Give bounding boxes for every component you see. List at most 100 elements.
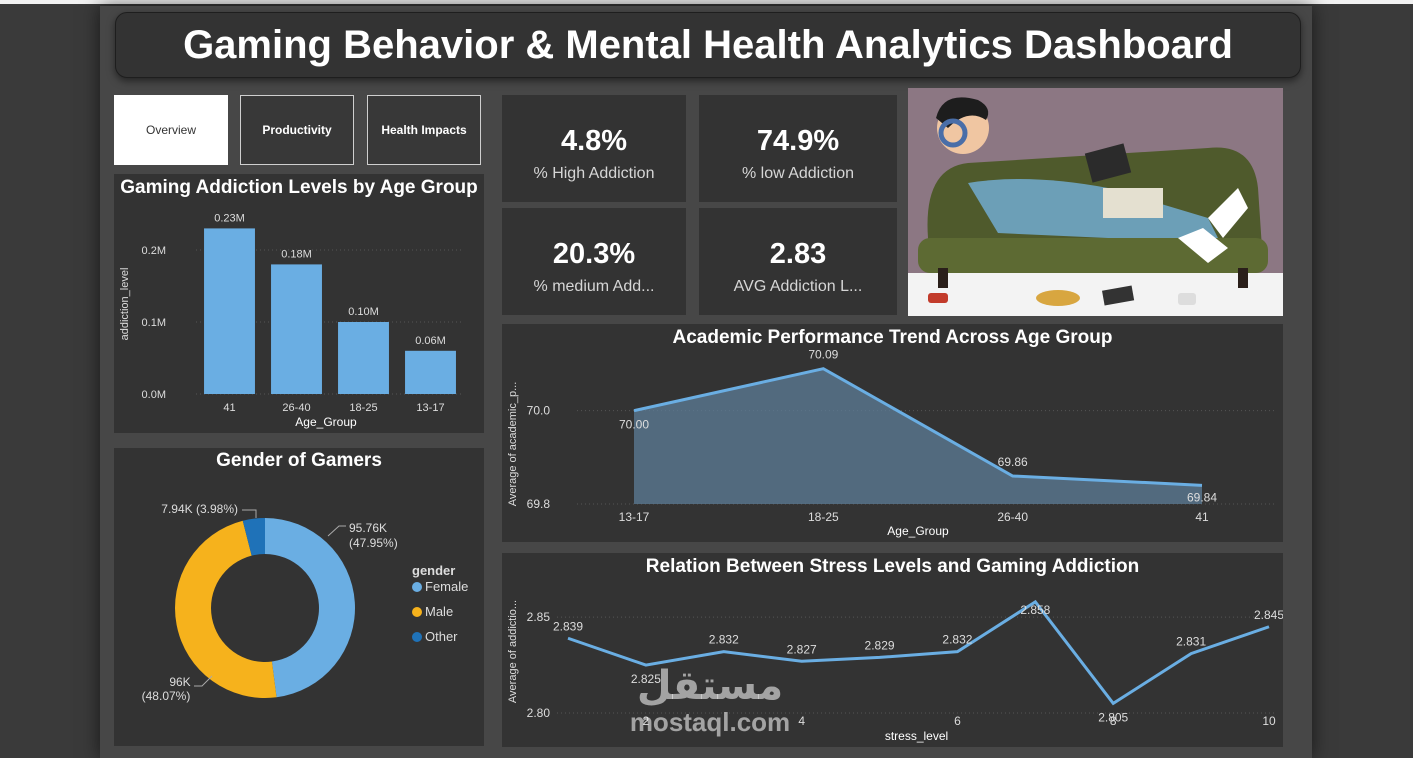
area-y-tick-label: 70.0 [527,404,551,418]
line-data-label: 2.829 [865,638,895,652]
kpi-label: % medium Add... [533,278,655,295]
bar-26-40 [271,264,322,394]
area-x-axis-title: Age_Group [887,524,949,538]
line-x-tick-label: 2 [643,714,650,728]
area-x-tick-label: 26-40 [997,510,1028,524]
area-line [633,367,1203,487]
bar-x-tick-label: 13-17 [416,402,444,414]
donut-legend-item: Male [425,604,453,619]
kpi-value: 74.9% [756,125,840,157]
donut-slice-male [174,520,277,698]
academic-trend-panel: Academic Performance Trend Across Age Gr… [502,324,1283,542]
kpi-label: % High Addiction [533,165,655,182]
area-data-label: 69.86 [998,455,1028,469]
bar-13-17 [405,350,456,394]
bar-x-axis-title: Age_Group [295,415,357,429]
donut-slice-other [242,518,265,556]
mostaql-watermark: مستقل mostaql.com [620,665,800,745]
tab-overview[interactable]: Overview [114,95,228,165]
kpi-value: 4.8% [560,125,628,157]
top-strip [0,0,1413,4]
watermark-latin: mostaql.com [629,707,791,737]
donut-label-female-pct: (47.95%) [349,536,398,550]
donut-label-male-value: 96K [169,675,190,689]
line-data-label: 2.805 [1098,710,1128,724]
area-y-tick-label: 69.8 [527,497,551,511]
addiction-by-age-panel: Gaming Addiction Levels by Age Group 0.0… [114,174,484,433]
bar-data-label: 0.06M [415,335,446,347]
area-y-axis-title: Average of academic_p... [507,382,519,507]
gender-panel: Gender of Gamers 95.76K (47.95%) 96K (48.07… [114,448,484,746]
bar-chart-title: Gaming Addiction Levels by Age Group [120,177,478,198]
bar-y-tick-label: 0.2M [142,245,166,257]
donut-leader-female [327,525,346,537]
area-x-tick-label: 13-17 [619,510,650,524]
dashboard-title: Gaming Behavior & Mental Health Analytic… [115,12,1301,78]
kpi-avg-addiction-level: 2.83 AVG Addiction L... [699,208,897,315]
stress-relation-panel: Relation Between Stress Levels and Gamin… [502,553,1283,747]
area-x-tick-label: 41 [1195,510,1209,524]
area-fill [634,368,1202,504]
area-data-label: 70.00 [619,418,649,432]
bar-x-tick-label: 18-25 [349,402,377,414]
donut-label-other: 7.94K (3.98%) [161,502,238,516]
stress-line [567,599,1270,706]
line-data-label: 2.839 [553,619,583,633]
donut-slice-female [265,518,356,698]
kpi-value: 20.3% [552,238,636,270]
donut-label-male-pct: (48.07%) [142,689,191,703]
area-chart-title: Academic Performance Trend Across Age Gr… [672,327,1113,348]
line-data-label: 2.858 [1020,603,1050,617]
bar-18-25 [338,322,389,394]
line-x-tick-label: 10 [1262,714,1276,728]
kpi-low-addiction: 74.9% % low Addiction [699,95,897,202]
tab-health-impacts[interactable]: Health Impacts [367,95,481,165]
donut-leader-male [194,675,213,687]
line-y-tick-label: 2.80 [527,706,551,720]
line-chart-title: Relation Between Stress Levels and Gamin… [645,556,1140,577]
line-data-label: 2.827 [787,642,817,656]
kpi-medium-addiction: 20.3% % medium Add... [502,208,686,315]
donut-legend-item: Female [425,579,468,594]
donut-legend-title: gender [412,563,455,578]
donut-legend-marker [412,582,422,592]
bar-data-label: 0.23M [214,212,245,224]
line-x-tick-label: 4 [798,714,805,728]
bar-data-label: 0.10M [348,306,379,318]
bar-41 [204,228,255,394]
kpi-label: % low Addiction [741,165,855,182]
line-data-label: 2.825 [631,672,661,686]
donut-legend-marker [412,632,422,642]
area-data-label: 69.84 [1187,490,1217,504]
gamer-on-couch-illustration [908,88,1283,316]
kpi-high-addiction: 4.8% % High Addiction [502,95,686,202]
donut-legend-marker [412,607,422,617]
bar-data-label: 0.18M [281,248,312,260]
tab-productivity[interactable]: Productivity [240,95,354,165]
bar-y-tick-label: 0.0M [142,389,166,401]
kpi-value: 2.83 [769,238,827,270]
line-x-tick-label: 6 [954,714,961,728]
bar-y-axis-title: addiction_level [119,268,131,341]
donut-legend-item: Other [425,629,458,644]
bar-chart: 0.0M 0.1M 0.2M 0.23M 41 0.18M 26-40 0.10M 18-25 0… [119,212,464,429]
donut-leader-other [242,509,257,518]
bar-x-tick-label: 41 [223,402,235,414]
line-data-label: 2.832 [709,633,739,647]
donut-label-female-value: 95.76K [349,521,387,535]
line-y-axis-title: Average of addictio... [507,600,519,703]
gamer-illustration [908,88,1283,316]
line-x-axis-title: stress_level [885,729,948,743]
line-y-tick-label: 2.85 [527,610,551,624]
donut-chart-title: Gender of Gamers [216,450,382,471]
watermark-arabic: مستقل [636,664,784,708]
kpi-label: AVG Addiction L... [733,278,863,295]
line-chart: 2.80 2.852.839 2.825 2.832 2.827 2.829 2.832 2.… [507,599,1283,743]
line-data-label: 2.845 [1254,608,1283,622]
line-x-tick-label: 8 [1110,714,1117,728]
bar-x-tick-label: 26-40 [282,402,310,414]
donut-chart: 95.76K(47.95%) 96K(48.07%) 7.94K (3.98%) ge… [142,502,469,703]
area-chart: 69.8 70.0 70.00 13-17 70.09 18-25 69.86 26-40 69… [507,348,1277,538]
bar-y-tick-label: 0.1M [142,317,166,329]
area-x-tick-label: 18-25 [808,510,839,524]
